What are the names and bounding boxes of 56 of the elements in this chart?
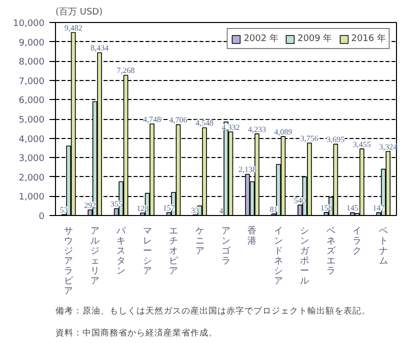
data-label: 53 [60,205,68,214]
data-label: 4,548 [195,118,214,128]
x-tick-label: アンゴラ [222,226,232,266]
data-label: 3,455 [352,140,371,149]
y-tick-label: 6,000 [18,96,45,106]
y-tick-label: 10,000 [13,19,45,29]
data-label: 81 [270,204,278,214]
data-label: 4 [219,206,224,216]
data-label: 4,233 [248,124,266,134]
data-label: 4,332 [222,122,240,132]
data-label: 157 [162,203,175,212]
y-tick-label: 4,000 [18,134,45,145]
legend-label: 2016 年 [351,32,386,45]
data-label: 292 [84,200,96,210]
x-tick-label: パキスタン [116,226,127,276]
text: 備考：原油、もしくは天然ガスの産出国は赤字でプロジェクト輸出額を表記。 [56,306,370,316]
data-label: 3,324 [379,142,398,152]
y-tick-label: 2,000 [18,173,45,184]
data-label: 145 [346,204,358,213]
data-label: 158 [320,203,332,212]
data-label: 4,748 [143,114,162,124]
x-tick-label: サウジアラビア [64,226,74,296]
data-label: 3,695 [326,135,345,144]
data-label: 540 [294,196,306,206]
data-label: 128 [136,204,149,214]
text: 資料：中国商務省から経済産業省作成。 [56,328,218,338]
data-label: 147 [372,204,385,213]
chart-title: (百万 USD) [56,8,103,18]
data-label: 3,756 [300,134,318,144]
y-tick-label: 3,000 [18,154,45,164]
y-tick-label: 1,000 [18,192,45,203]
x-tick-label: アルジェリア [90,226,100,286]
data-label: 2,138 [238,165,257,174]
data-label: 355 [110,200,122,209]
data-label: 4,089 [274,128,292,137]
y-tick-label: 7,000 [18,76,45,87]
legend-label: 2009 年 [297,32,332,45]
legend-label: 2002 年 [244,32,278,45]
x-tick-label: ベトナム [378,226,388,266]
y-tick-label: 9,000 [18,38,45,48]
x-tick-label: シンガポール [300,226,310,286]
x-tick-label: 香港 [248,226,257,246]
y-tick-label: 5,000 [18,116,45,126]
x-tick-label: ケニア [195,226,204,256]
y-tick-label: 0 [38,212,45,222]
x-tick-label: イラク [352,226,362,256]
x-tick-label: マレーシア [142,226,152,276]
x-tick-label: インドネシア [274,226,283,286]
x-tick-label: エチオピア [169,226,178,276]
data-label: 9,482 [64,23,82,32]
data-label: 8,434 [90,44,109,53]
data-label: 33 [191,206,200,215]
data-label: 7,268 [116,66,135,76]
data-label: 4,706 [169,116,188,125]
x-tick-label: ベネズエラ [326,226,336,276]
y-tick-label: 8,000 [18,58,45,68]
